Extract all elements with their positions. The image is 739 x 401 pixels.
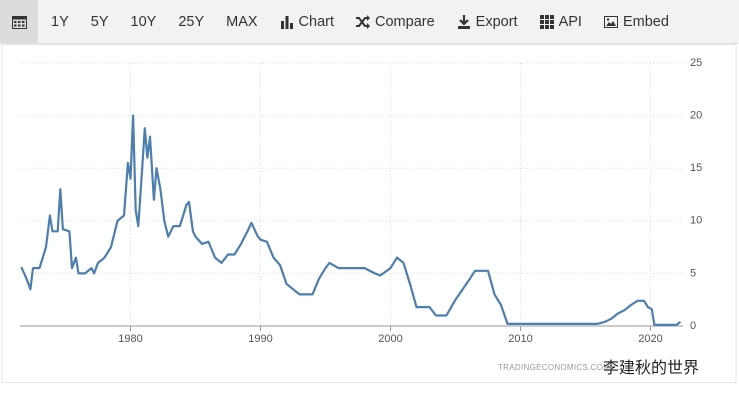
y-tick-label: 25: [690, 57, 702, 69]
embed-button[interactable]: Embed: [593, 0, 680, 43]
x-tick-label: 1990: [248, 333, 272, 345]
y-tick-label: 5: [690, 267, 696, 279]
compare-icon: [356, 14, 371, 29]
x-tick-label: 2020: [638, 333, 662, 345]
y-tick-label: 20: [690, 110, 702, 122]
calendar-icon: [11, 15, 27, 29]
api-icon: [539, 14, 554, 29]
x-tick-label: 2000: [378, 333, 402, 345]
author-watermark: 李建秋的世界: [603, 359, 699, 377]
button-label: Chart: [298, 13, 335, 30]
x-tick-label: 2010: [508, 333, 532, 345]
range-button[interactable]: 5Y: [90, 13, 109, 30]
chart-icon: [280, 15, 293, 29]
y-tick-label: 10: [690, 215, 702, 227]
chart-button[interactable]: Chart: [269, 0, 345, 43]
y-tick-label: 15: [690, 162, 702, 174]
export-button[interactable]: Export: [446, 0, 529, 43]
y-tick-label: 0: [690, 320, 696, 332]
chart-frame: [1, 44, 737, 383]
button-label: Compare: [375, 13, 435, 30]
x-tick-label: 1980: [118, 333, 142, 345]
button-label: API: [558, 13, 582, 30]
toolbar: 1Y 5Y 10Y 25Y MAX Chart Compare Export A…: [0, 0, 739, 44]
data-line: [20, 114, 682, 326]
calendar-button[interactable]: [0, 0, 38, 43]
button-label: Export: [475, 13, 518, 30]
embed-icon: [603, 15, 618, 28]
range-button[interactable]: 25Y: [178, 13, 205, 30]
compare-button[interactable]: Compare: [345, 0, 446, 43]
watermark: TRADINGECONOMICS.COM: [498, 363, 610, 372]
export-icon: [457, 14, 470, 29]
api-button[interactable]: API: [529, 0, 593, 43]
range-button[interactable]: 1Y: [51, 13, 69, 30]
range-button[interactable]: 10Y: [130, 13, 157, 30]
range-button[interactable]: MAX: [226, 13, 258, 30]
button-label: Embed: [622, 13, 669, 30]
chart: TRADINGECONOMICS.COM 李建秋的世界 0 5 10 15 20 25 19…: [1, 44, 737, 383]
